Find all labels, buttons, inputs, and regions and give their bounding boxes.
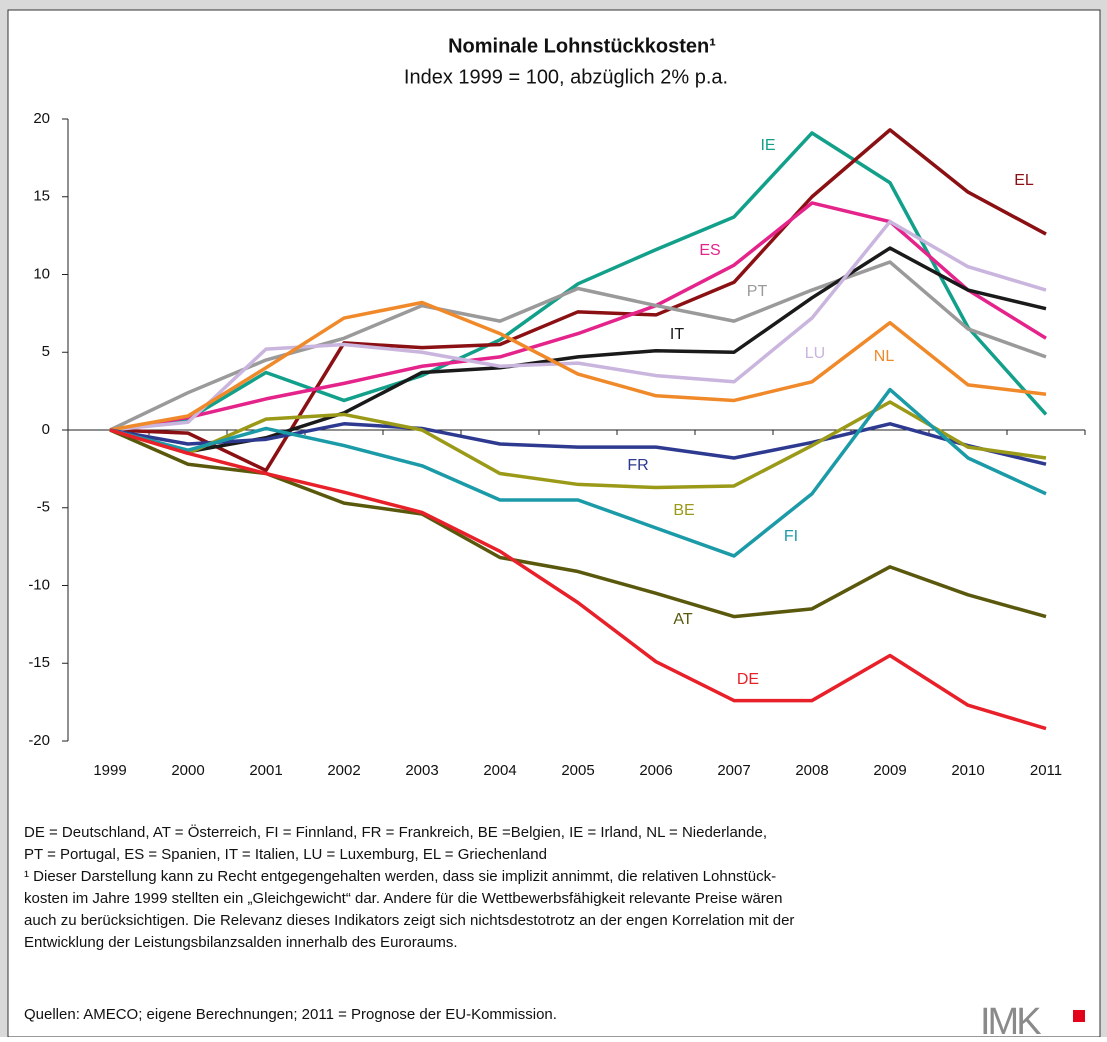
series-label: NL	[874, 348, 895, 365]
note-line: auch zu berücksichtigen. Die Relevanz di…	[24, 912, 794, 929]
series-line	[109, 260, 1047, 432]
logo-square	[1073, 1010, 1085, 1022]
y-tick-label: 0	[42, 421, 50, 438]
x-tick-label: 2007	[717, 762, 750, 779]
x-tick-label: 1999	[93, 762, 126, 779]
logo: IMK	[980, 1001, 1041, 1037]
x-tick-label: 2008	[795, 762, 828, 779]
chart-subtitle: Index 1999 = 100, abzüglich 2% p.a.	[404, 66, 728, 88]
series-label: EL	[1014, 172, 1034, 189]
series-label: FI	[784, 528, 798, 545]
series-label: PT	[747, 283, 768, 300]
series-label: IE	[760, 137, 775, 154]
chart-frame	[7, 9, 1101, 1038]
series-line	[109, 300, 1047, 432]
x-tick-label: 2011	[1030, 762, 1062, 779]
x-tick-label: 2001	[249, 762, 282, 779]
series-label: ES	[699, 242, 720, 259]
series-line	[109, 131, 1048, 432]
series-line	[109, 422, 1047, 466]
note-line: ¹ Dieser Darstellung kann zu Recht entge…	[24, 868, 776, 885]
x-tick-label: 2010	[951, 762, 984, 779]
y-tick-label: -10	[28, 576, 50, 593]
series-line	[109, 428, 1047, 731]
series-line	[109, 128, 1047, 473]
series-label: FR	[627, 457, 648, 474]
y-tick-label: -5	[37, 499, 50, 516]
series-line	[109, 400, 1047, 490]
y-tick-label: 20	[33, 110, 50, 127]
y-tick-label: 10	[33, 265, 50, 282]
note-line: kosten im Jahre 1999 stellten ein „Gleic…	[24, 890, 782, 907]
x-tick-label: 2005	[561, 762, 594, 779]
note-line: DE = Deutschland, AT = Österreich, FI = …	[24, 823, 767, 841]
y-tick-label: -15	[28, 654, 50, 671]
note-line: Entwicklung der Leistungsbilanzsalden in…	[24, 934, 458, 951]
series-label: BE	[673, 502, 694, 519]
series-line	[109, 387, 1047, 558]
x-tick-label: 2009	[873, 762, 906, 779]
x-tick-label: 2002	[327, 762, 360, 779]
note-line: PT = Portugal, ES = Spanien, IT = Italie…	[24, 846, 547, 863]
x-tick-label: 2006	[639, 762, 672, 779]
source-note: Quellen: AMECO; eigene Berechnungen; 201…	[24, 1006, 557, 1023]
chart-title: Nominale Lohnstückkosten¹	[448, 35, 716, 57]
series-label: AT	[673, 611, 692, 628]
x-tick-label: 2003	[405, 762, 438, 779]
y-tick-label: 15	[33, 188, 50, 205]
series-label: IT	[670, 326, 684, 343]
x-tick-label: 2004	[483, 762, 516, 779]
series-line	[109, 219, 1047, 432]
series-label: DE	[737, 671, 759, 688]
x-tick-label: 2000	[171, 762, 204, 779]
series-label: LU	[805, 345, 825, 362]
y-tick-label: -20	[28, 732, 50, 749]
y-tick-label: 5	[42, 343, 50, 360]
